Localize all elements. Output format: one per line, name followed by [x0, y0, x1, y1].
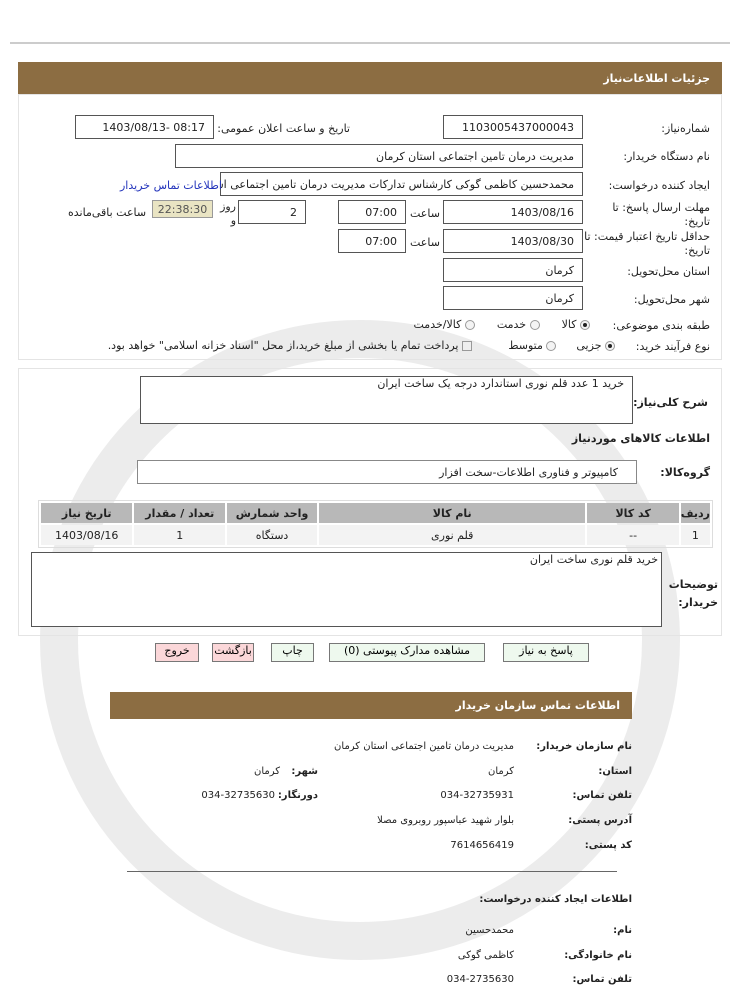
page-header: جزئیات اطلاعات‌نیاز	[18, 62, 722, 94]
creator-field: محمدحسین کاظمی گوکی کارشناس تدارکات مدیر…	[220, 172, 583, 196]
contact-divider	[127, 871, 617, 872]
province-field: کرمان	[443, 258, 583, 282]
reply-button[interactable]: پاسخ به نیاز	[503, 643, 589, 662]
table-row: 1 -- قلم نوری دستگاه 1 1403/08/16	[41, 525, 710, 545]
category-option-both[interactable]: کالا/خدمت	[414, 318, 475, 331]
validity-label: حداقل تاریخ اعتبار قیمت: تا تاریخ:	[584, 230, 710, 257]
cell-unit: دستگاه	[227, 525, 317, 545]
deadline-date-field: 1403/08/16	[443, 200, 583, 224]
group-field: کامپیوتر و فناوری اطلاعات-سخت افزار	[137, 460, 637, 484]
col-qty: تعداد / مقدار	[134, 503, 226, 523]
exit-button[interactable]: خروج	[155, 643, 199, 662]
province-label: استان محل‌تحویل:	[627, 265, 710, 278]
fax-value: 034-32735630	[201, 790, 275, 801]
creator-phone-label: تلفن تماس:	[572, 974, 632, 985]
deadline-time-label: ساعت	[410, 207, 440, 220]
province-contact-value: کرمان	[487, 766, 514, 777]
col-name: نام کالا	[318, 503, 586, 523]
need-number-field: 1103005437000043	[443, 115, 583, 139]
city-field: کرمان	[443, 286, 583, 310]
org-value: مدیریت درمان تامین اجتماعی استان کرمان	[334, 741, 514, 752]
buyer-notes-label: توضیحات خریدار:	[668, 578, 718, 609]
print-button[interactable]: چاپ	[271, 643, 314, 662]
contact-header: اطلاعات تماس سازمان خریدار	[110, 692, 632, 719]
remaining-label: ساعت باقی‌مانده	[68, 206, 147, 219]
announce-label: تاریخ و ساعت اعلان عمومی:	[217, 122, 350, 135]
city-contact-label: شهر:	[291, 766, 318, 777]
family-value: کاظمی گوکی	[457, 950, 514, 961]
buyer-org-field: مدیریت درمان تامین اجتماعی استان کرمان	[175, 144, 583, 168]
address-label: آدرس پستی:	[568, 815, 632, 826]
address-value: بلوار شهید عباسپور روبروی مصلا	[377, 815, 514, 826]
category-option-service[interactable]: خدمت	[497, 318, 540, 331]
details-panel	[18, 368, 722, 636]
table-header-row: ردیف کد کالا نام کالا واحد شمارش تعداد /…	[41, 503, 710, 523]
col-unit: واحد شمارش	[227, 503, 317, 523]
col-row: ردیف	[680, 503, 710, 523]
summary-field: خرید 1 عدد قلم نوری استاندارد درجه یک سا…	[140, 376, 633, 424]
deadline-label: مهلت ارسال پاسخ: تا تاریخ:	[612, 201, 710, 228]
process-option-medium[interactable]: متوسط	[508, 339, 557, 352]
phone-value: 034-32735931	[440, 790, 514, 801]
need-info-panel	[18, 94, 722, 360]
radio-icon[interactable]	[546, 341, 557, 351]
validity-time-label: ساعت	[410, 236, 440, 249]
cell-qty: 1	[134, 525, 226, 545]
announce-field: 1403/08/13- 08:17	[75, 115, 214, 139]
buyer-org-label: نام دستگاه خریدار:	[623, 150, 710, 163]
page-title: جزئیات اطلاعات‌نیاز	[603, 71, 710, 85]
goods-section-title: اطلاعات کالاهای موردنیاز	[571, 432, 710, 445]
validity-time-field: 07:00	[338, 229, 406, 253]
category-option-goods[interactable]: کالا	[562, 318, 590, 331]
deadline-time-field: 07:00	[338, 200, 406, 224]
fax-label: دورنگار:	[277, 790, 318, 801]
radio-icon[interactable]	[464, 320, 475, 330]
city-label: شهر محل‌تحویل:	[633, 293, 710, 306]
postal-label: کد پستی:	[584, 840, 632, 851]
attachments-button[interactable]: مشاهده مدارک پیوستی (0)	[329, 643, 485, 662]
payment-note: پرداخت تمام یا بخشی از مبلغ خرید،از محل …	[108, 339, 472, 352]
process-radio-group: جزیی متوسط	[508, 339, 615, 352]
remaining-time-field: 22:38:30	[152, 200, 213, 218]
province-contact-label: استان:	[598, 766, 632, 777]
buyer-contact-link[interactable]: اطلاعات تماس خریدار	[120, 179, 222, 192]
cell-row: 1	[680, 525, 710, 545]
goods-table: ردیف کد کالا نام کالا واحد شمارش تعداد /…	[38, 500, 713, 548]
col-code: کد کالا	[587, 503, 679, 523]
cell-date: 1403/08/16	[41, 525, 133, 545]
need-number-label: شماره‌نیاز:	[661, 122, 710, 135]
process-option-minor[interactable]: جزیی	[576, 339, 615, 352]
name-value: محمدحسین	[465, 925, 514, 936]
contact-title: اطلاعات تماس سازمان خریدار	[455, 699, 620, 712]
radio-icon[interactable]	[580, 320, 590, 330]
validity-date-field: 1403/08/30	[443, 229, 583, 253]
creator-label: ایجاد کننده درخواست:	[608, 179, 710, 192]
category-label: طبقه بندی موضوعی:	[612, 319, 710, 332]
cell-code: --	[587, 525, 679, 545]
creator-phone-value: 034-2735630	[446, 974, 514, 985]
creator-section-title: اطلاعات ایجاد کننده درخواست:	[479, 894, 632, 905]
col-date: تاریخ نیاز	[41, 503, 133, 523]
days-label: روز و	[220, 200, 236, 227]
org-label: نام سازمان خریدار:	[536, 741, 632, 752]
buyer-notes-field: خرید قلم نوری ساخت ایران	[31, 552, 662, 627]
name-label: نام:	[613, 925, 632, 936]
process-label: نوع فرآیند خرید:	[635, 340, 710, 353]
postal-value: 7614656419	[450, 840, 514, 851]
city-contact-value: کرمان	[253, 766, 280, 777]
phone-label: تلفن تماس:	[572, 790, 632, 801]
payment-checkbox[interactable]	[462, 341, 472, 351]
top-divider	[10, 42, 730, 44]
cell-name: قلم نوری	[318, 525, 586, 545]
summary-label: شرح کلی‌نیاز:	[633, 396, 708, 409]
family-label: نام خانوادگی:	[564, 950, 632, 961]
back-button[interactable]: بازگشت	[212, 643, 254, 662]
category-radio-group: کالا خدمت کالا/خدمت	[414, 318, 590, 331]
radio-icon[interactable]	[605, 341, 615, 351]
group-label: گروه‌کالا:	[660, 466, 710, 479]
radio-icon[interactable]	[529, 320, 540, 330]
days-field: 2	[238, 200, 306, 224]
